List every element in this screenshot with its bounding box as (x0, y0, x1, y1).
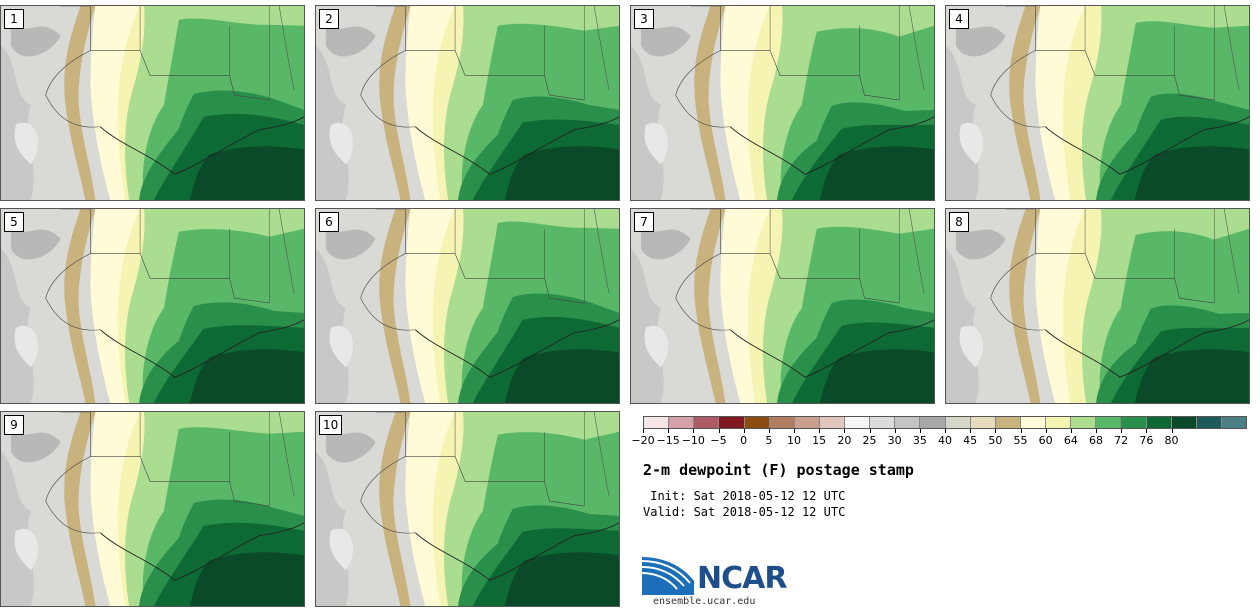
colorbar-segment (1121, 417, 1147, 428)
colorbar-tick-label: 10 (787, 434, 801, 447)
colorbar-tick-label: 50 (988, 434, 1003, 447)
member-number-label: 2 (319, 9, 339, 29)
colorbar-segment (669, 417, 695, 428)
colorbar-segment (819, 417, 845, 428)
colorbar-tick-mark (743, 429, 745, 433)
colorbar-segment (1020, 417, 1046, 428)
colorbar-tick-label: 25 (862, 434, 877, 447)
ncar-logo-text: NCAR (697, 561, 787, 596)
ensemble-member-map[interactable]: 9 (0, 411, 305, 607)
colorbar-segment (769, 417, 795, 428)
colorbar-segment (1196, 417, 1222, 428)
member-number-label: 7 (634, 212, 654, 232)
ensemble-member-map[interactable]: 3 (630, 5, 935, 201)
colorbar-tick-label: −15 (656, 434, 680, 447)
colorbar-tick-label: 55 (1013, 434, 1028, 447)
member-number-label: 1 (4, 9, 24, 29)
colorbar-tick-mark (894, 429, 896, 433)
colorbar-tick-mark (643, 429, 644, 433)
colorbar-tick-label: 15 (812, 434, 827, 447)
ensemble-member-map[interactable]: 7 (630, 208, 935, 404)
colorbar-tick-mark (1171, 429, 1173, 433)
colorbar-tick-mark (768, 429, 770, 433)
colorbar-tick-label: 72 (1114, 434, 1129, 447)
colorbar-tick-label: 68 (1089, 434, 1103, 447)
colorbar-tick-label: 40 (938, 434, 952, 447)
colorbar (643, 416, 1247, 429)
colorbar-tick-label: 30 (887, 434, 902, 447)
colorbar-tick-label: 76 (1139, 434, 1154, 447)
colorbar-segment (995, 417, 1021, 428)
plot-title: 2-m dewpoint (F) postage stamp (643, 461, 914, 479)
ncar-logo-icon (642, 557, 694, 595)
colorbar-tick-label: 60 (1038, 434, 1053, 447)
colorbar-segment (719, 417, 745, 428)
ensemble-member-map[interactable]: 5 (0, 208, 305, 404)
ensemble-member-map[interactable]: 8 (945, 208, 1250, 404)
colorbar-tick-mark (794, 429, 795, 433)
colorbar-tick-mark (1020, 429, 1022, 433)
colorbar-tick-label: 64 (1063, 434, 1078, 447)
colorbar-tick-mark (1096, 429, 1097, 433)
ensemble-member-map[interactable]: 4 (945, 5, 1250, 201)
colorbar-tick-label: −10 (681, 434, 705, 447)
colorbar-tick-mark (995, 429, 997, 433)
member-number-label: 8 (949, 212, 969, 232)
colorbar-tick-mark (668, 429, 670, 433)
colorbar-segment (845, 417, 871, 428)
colorbar-segment (1171, 417, 1197, 428)
member-number-label: 9 (4, 415, 24, 435)
colorbar-tick-mark (1121, 429, 1123, 433)
valid-time: Valid: Sat 2018-05-12 12 UTC (643, 505, 846, 519)
site-url[interactable]: ensemble.ucar.edu (653, 596, 756, 607)
member-number-label: 5 (4, 212, 24, 232)
colorbar-tick-mark (1070, 429, 1072, 433)
colorbar-tick-label: 0 (740, 434, 748, 447)
colorbar-segment (970, 417, 996, 428)
colorbar-segment (1221, 417, 1246, 428)
ensemble-member-map[interactable]: 1 (0, 5, 305, 201)
colorbar-segment (794, 417, 820, 428)
colorbar-tick-mark (945, 429, 946, 433)
member-number-label: 10 (319, 415, 343, 435)
colorbar-tick-mark (869, 429, 871, 433)
member-number-label: 3 (634, 9, 654, 29)
colorbar-tick-mark (1045, 429, 1047, 433)
colorbar-segment (744, 417, 770, 428)
colorbar-segment (945, 417, 971, 428)
init-time: Init: Sat 2018-05-12 12 UTC (643, 489, 846, 503)
colorbar-tick-label: 20 (837, 434, 852, 447)
colorbar-tick-mark (844, 429, 846, 433)
colorbar-tick-label: 35 (912, 434, 927, 447)
ensemble-member-map[interactable]: 6 (315, 208, 620, 404)
member-number-label: 4 (949, 9, 969, 29)
member-number-label: 6 (319, 212, 339, 232)
colorbar-tick-label: 45 (963, 434, 978, 447)
colorbar-tick-label: 80 (1164, 434, 1179, 447)
ensemble-member-map[interactable]: 10 (315, 411, 620, 607)
colorbar-tick-mark (919, 429, 921, 433)
colorbar-tick-mark (718, 429, 720, 433)
ensemble-member-map[interactable]: 2 (315, 5, 620, 201)
colorbar-segment (1071, 417, 1097, 428)
colorbar-tick-mark (970, 429, 972, 433)
colorbar-segment (644, 417, 670, 428)
colorbar-segment (694, 417, 720, 428)
colorbar-segment (895, 417, 921, 428)
colorbar-tick-label: −5 (710, 434, 727, 447)
colorbar-ticks: −20 −15 −10 −5 0 5 10 15 20 25 30 35 40 45 50 55 60 64 68 7… (631, 429, 1247, 453)
colorbar-tick-mark (693, 429, 695, 433)
colorbar-segment (1146, 417, 1172, 428)
colorbar-segment (920, 417, 946, 428)
colorbar-segment (870, 417, 896, 428)
colorbar-tick-label: −20 (631, 434, 655, 447)
colorbar-segment (1046, 417, 1072, 428)
colorbar-segment (1096, 417, 1122, 428)
colorbar-tick-label: 5 (765, 434, 773, 447)
colorbar-tick-mark (819, 429, 821, 433)
colorbar-tick-mark (1146, 429, 1148, 433)
